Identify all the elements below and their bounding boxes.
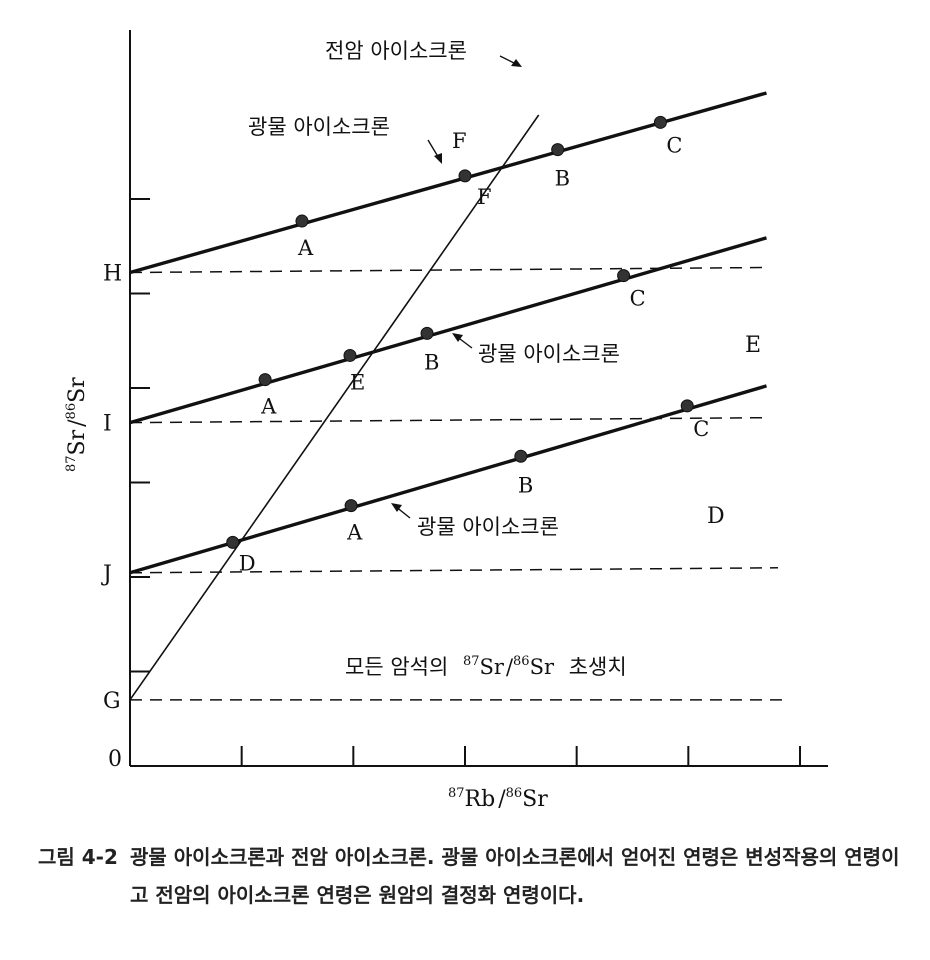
baseline-label: 모든 암석의 87Sr/86Sr 초생치 <box>345 654 627 679</box>
x-axis-label: 87Rb/86Sr <box>448 786 548 812</box>
x-ticks <box>240 746 801 766</box>
mineral-point-label: B <box>424 350 439 374</box>
mineral-isochron-label-low: 광물 아이소크론 <box>417 515 559 539</box>
mineral-point <box>458 169 472 183</box>
initial-ratio-line <box>129 416 769 424</box>
mineral-arrowhead-mid <box>452 333 463 342</box>
initial-ratio-letter: G <box>103 689 121 714</box>
extra-label-f-top: F <box>452 129 467 153</box>
mineral-isochron-label-mid: 광물 아이소크론 <box>478 342 620 366</box>
whole-rock-isochron-line <box>129 114 540 701</box>
mineral-point-label: F <box>477 185 492 209</box>
mineral-arrowhead-top <box>434 153 442 164</box>
mineral-point-label: C <box>693 417 709 441</box>
mineral-point-label: D <box>239 551 256 575</box>
extra-label-d: D <box>707 504 725 529</box>
mineral-point-label: A <box>297 236 314 260</box>
mineral-point-label: C <box>666 133 682 157</box>
isochron-figure: 전암 아이소크론 D A B C A E B C A F B C 광물 아이소크론 F 광물 아이소크… <box>64 30 828 812</box>
mineral-isochron-lines <box>129 91 767 575</box>
mineral-isochron-line <box>129 384 767 575</box>
initial-ratio-line <box>129 266 769 274</box>
mineral-point <box>226 535 240 549</box>
whole-rock-isochron-label: 전암 아이소크론 <box>325 39 467 63</box>
figure-caption: 그림 4-2 광물 아이소크론과 전암 아이소크론. 광물 아이소크론에서 얻어… <box>38 838 908 914</box>
mineral-point <box>617 269 631 283</box>
initial-ratio-letter: I <box>103 412 112 437</box>
origin-label: 0 <box>108 747 122 772</box>
mineral-point <box>295 214 309 228</box>
whole-rock-arrowhead <box>511 59 522 67</box>
mineral-point-label: C <box>630 287 646 311</box>
mineral-point <box>343 348 357 362</box>
mineral-point-label: B <box>518 473 533 497</box>
caption-label: 그림 4-2 <box>38 845 118 869</box>
initial-ratio-letters: G J I H <box>101 262 122 714</box>
mineral-point <box>551 143 565 157</box>
mineral-point-label: B <box>555 167 570 191</box>
initial-ratio-lines <box>129 266 785 701</box>
mineral-point <box>344 499 358 513</box>
initial-ratio-letter: J <box>101 562 112 587</box>
mineral-point <box>680 399 694 413</box>
mineral-point-label: E <box>350 370 365 394</box>
mineral-isochron-label-top: 광물 아이소크론 <box>248 115 390 139</box>
mineral-points: D A B C A E B C A F B C <box>226 115 709 575</box>
mineral-point-label: A <box>346 521 363 545</box>
mineral-arrowhead-low <box>391 503 402 512</box>
mineral-point <box>258 373 272 387</box>
extra-label-e: E <box>745 333 761 358</box>
y-ticks <box>130 198 150 673</box>
mineral-point <box>420 326 434 340</box>
y-axis-label: 87Sr/86Sr <box>64 377 90 472</box>
mineral-point <box>514 449 528 463</box>
caption-text: 광물 아이소크론과 전암 아이소크론. 광물 아이소크론에서 얻어진 연령은 변… <box>130 845 900 907</box>
initial-ratio-letter: H <box>103 262 122 287</box>
mineral-isochron-line <box>129 236 767 425</box>
mineral-point-label: A <box>260 395 277 419</box>
mineral-point <box>653 115 667 129</box>
initial-ratio-line <box>129 567 779 574</box>
